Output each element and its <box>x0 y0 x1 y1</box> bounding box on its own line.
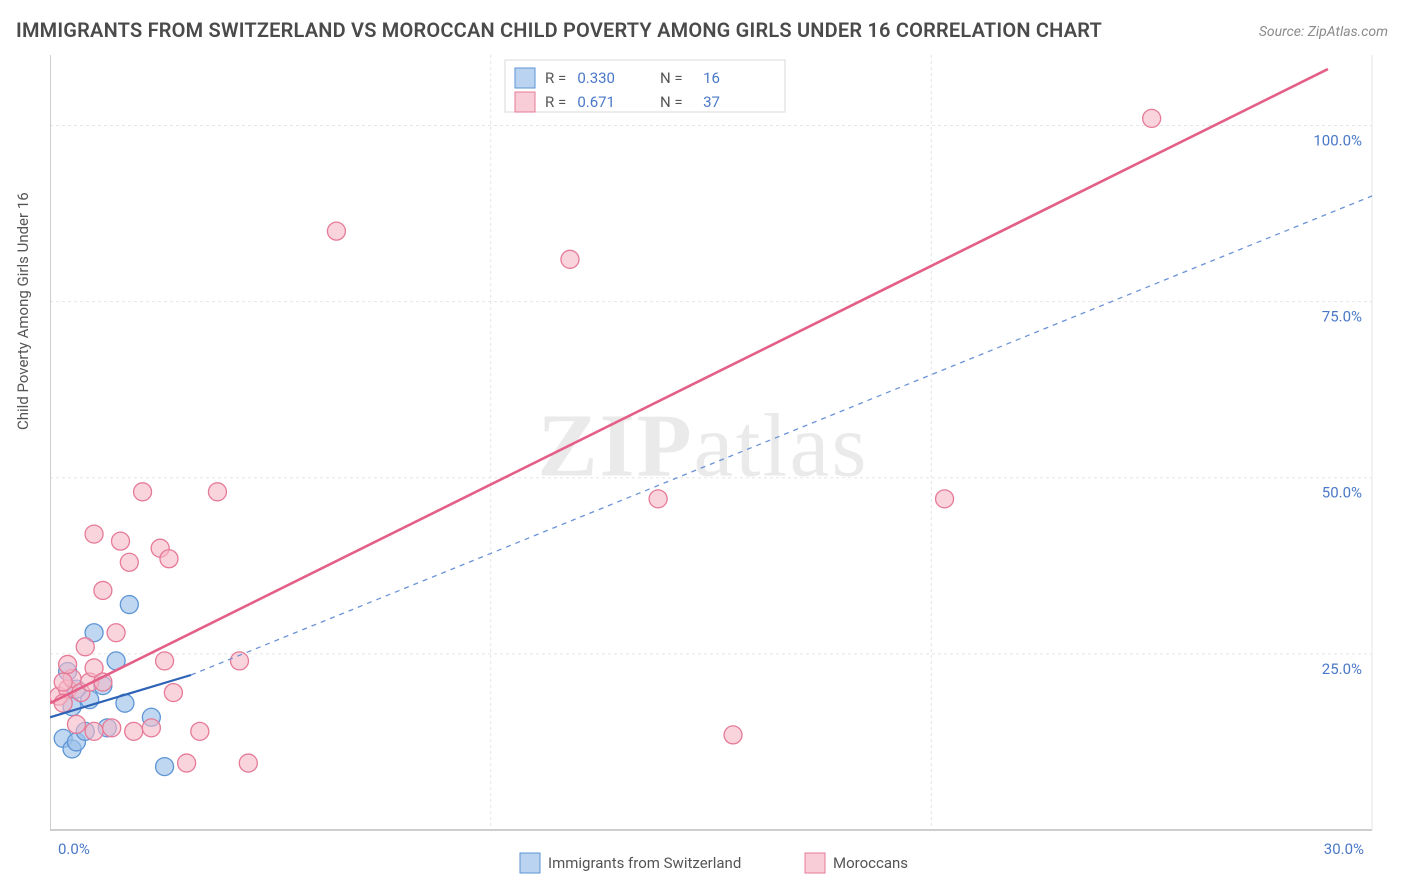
legend-swatch <box>805 853 825 873</box>
scatter-chart: 25.0% 50.0% 75.0% 100.0% 0.0% 30.0% R = 0.330 N … <box>50 55 1390 885</box>
legend-swatch <box>520 853 540 873</box>
data-point <box>1143 109 1161 127</box>
data-point <box>208 483 226 501</box>
data-point <box>76 638 94 656</box>
svg-text:0.0%: 0.0% <box>58 840 90 858</box>
data-point <box>164 684 182 702</box>
svg-text:N =: N = <box>660 69 683 87</box>
svg-text:N =: N = <box>660 93 683 111</box>
data-point <box>85 525 103 543</box>
data-point <box>191 722 209 740</box>
svg-text:0.671: 0.671 <box>577 93 615 111</box>
data-point <box>724 726 742 744</box>
data-point <box>142 719 160 737</box>
legend-swatch <box>515 92 535 112</box>
data-point <box>134 483 152 501</box>
legend-label: Immigrants from Switzerland <box>548 854 741 872</box>
source-label: Source: ZipAtlas.com <box>1259 24 1388 40</box>
data-point <box>178 754 196 772</box>
data-point <box>561 250 579 268</box>
data-point <box>230 652 248 670</box>
trend-line <box>50 69 1328 703</box>
data-point <box>239 754 257 772</box>
data-point <box>103 719 121 737</box>
svg-text:37: 37 <box>703 93 720 111</box>
svg-text:0.330: 0.330 <box>577 69 615 87</box>
data-point <box>54 673 72 691</box>
legend-swatch <box>515 68 535 88</box>
svg-text:50.0%: 50.0% <box>1322 484 1362 502</box>
data-point <box>649 490 667 508</box>
data-point <box>85 722 103 740</box>
data-point <box>936 490 954 508</box>
data-point <box>67 715 85 733</box>
data-point <box>327 222 345 240</box>
data-point <box>160 550 178 568</box>
svg-text:R =: R = <box>545 69 566 87</box>
trend-line-extrapolated <box>191 196 1372 675</box>
data-point <box>156 652 174 670</box>
svg-text:25.0%: 25.0% <box>1322 660 1362 678</box>
y-axis-label: Child Poverty Among Girls Under 16 <box>14 192 32 430</box>
data-point <box>125 722 143 740</box>
chart-container: { "title": "IMMIGRANTS FROM SWITZERLAND … <box>0 0 1406 892</box>
data-point <box>94 581 112 599</box>
data-point <box>112 532 130 550</box>
data-point <box>120 596 138 614</box>
legend-label: Moroccans <box>833 854 908 872</box>
data-point <box>107 624 125 642</box>
svg-text:30.0%: 30.0% <box>1324 840 1364 858</box>
data-point <box>156 758 174 776</box>
data-point <box>120 553 138 571</box>
svg-text:R =: R = <box>545 93 566 111</box>
data-point <box>59 655 77 673</box>
svg-text:100.0%: 100.0% <box>1313 131 1362 149</box>
chart-title: IMMIGRANTS FROM SWITZERLAND VS MOROCCAN … <box>16 18 1102 42</box>
svg-text:75.0%: 75.0% <box>1322 308 1362 326</box>
svg-text:16: 16 <box>703 69 720 87</box>
